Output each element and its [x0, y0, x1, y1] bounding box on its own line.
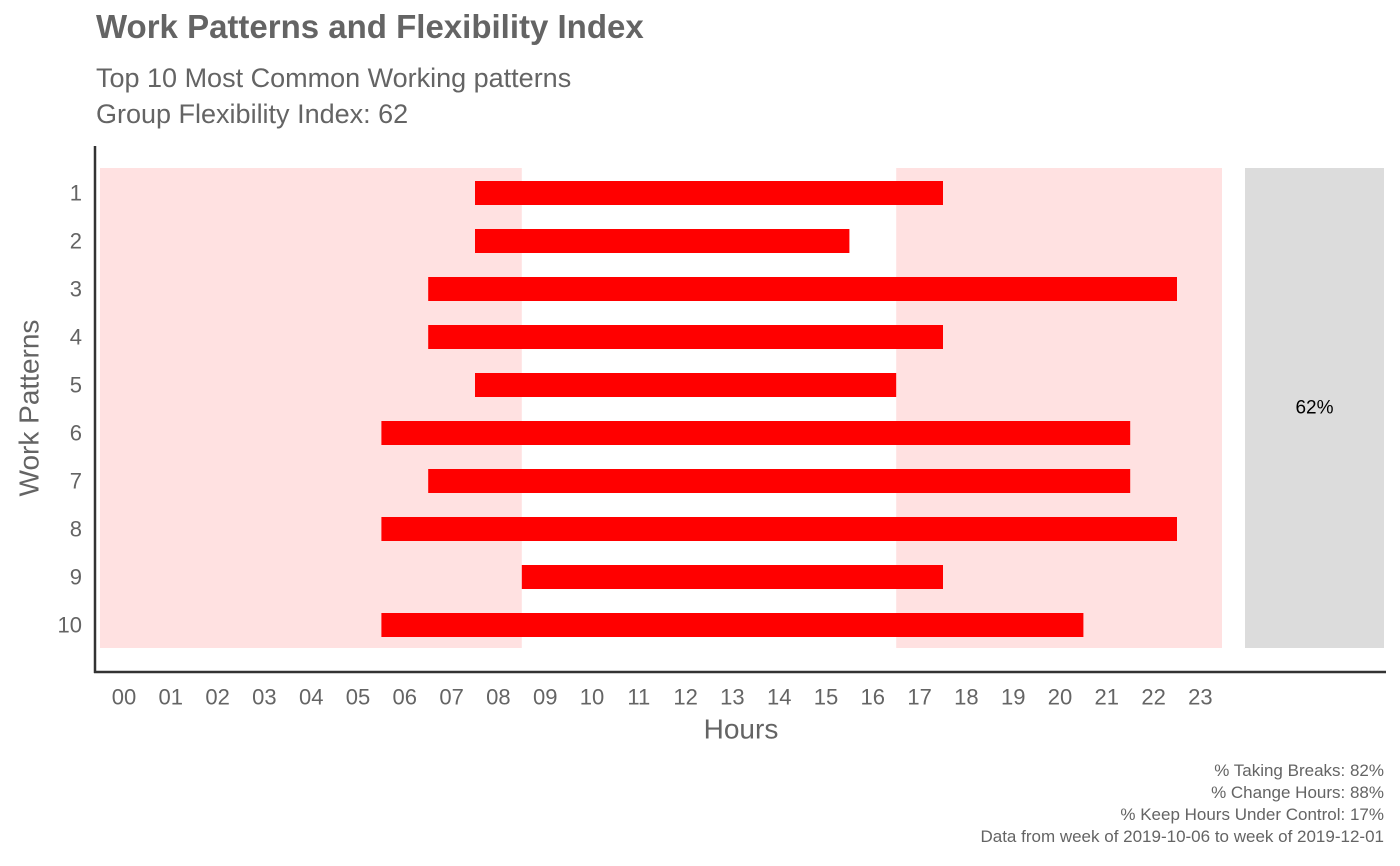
y-tick-label: 9 [70, 565, 82, 590]
shaded-regions [100, 168, 1222, 648]
x-tick-label: 19 [1001, 685, 1025, 710]
caption-line-2: % Change Hours: 88% [1211, 783, 1384, 802]
x-tick-label: 11 [627, 685, 650, 710]
y-tick-labels: 1 2 3 4 5 6 7 8 9 10 [58, 181, 82, 638]
x-tick-label: 03 [252, 685, 276, 710]
shade-late-hours [896, 168, 1222, 648]
x-tick-label: 00 [112, 685, 136, 710]
x-tick-label: 06 [393, 685, 417, 710]
pattern-bar-9 [521, 565, 943, 589]
pattern-bar-10 [381, 613, 1084, 637]
x-tick-label: 15 [814, 685, 838, 710]
x-tick-label: 08 [486, 685, 510, 710]
x-tick-label: 02 [205, 685, 229, 710]
x-tick-label: 05 [346, 685, 370, 710]
pattern-bars [381, 181, 1177, 637]
caption-line-4: Data from week of 2019-10-06 to week of … [980, 827, 1384, 846]
x-tick-label: 20 [1048, 685, 1072, 710]
subtitle-line-1: Top 10 Most Common Working patterns [96, 63, 572, 93]
caption-line-3: % Keep Hours Under Control: 17% [1120, 805, 1384, 824]
caption-line-1: % Taking Breaks: 82% [1214, 761, 1384, 780]
y-tick-label: 2 [70, 229, 82, 254]
y-tick-label: 1 [70, 181, 82, 206]
chart-subtitle: Top 10 Most Common Working patterns Grou… [96, 60, 571, 132]
x-axis-label: Hours [704, 714, 779, 745]
y-axis-label: Work Patterns [14, 320, 45, 497]
pattern-bar-2 [475, 229, 850, 253]
y-tick-label: 5 [70, 373, 82, 398]
pattern-bar-3 [428, 277, 1177, 301]
y-tick-label: 7 [70, 469, 82, 494]
x-tick-label: 23 [1188, 685, 1212, 710]
x-tick-label: 04 [299, 685, 323, 710]
x-tick-label: 13 [720, 685, 744, 710]
y-tick-label: 8 [70, 517, 82, 542]
flexibility-panel [1245, 168, 1384, 648]
x-tick-label: 14 [767, 685, 791, 710]
x-tick-labels: 00 01 02 03 04 05 06 07 08 09 10 11 12 13 14 15 16 17 18 19… [112, 685, 1213, 710]
chart-title: Work Patterns and Flexibility Index [96, 8, 644, 45]
y-tick-label: 4 [70, 325, 82, 350]
x-tick-label: 22 [1141, 685, 1165, 710]
chart-caption: % Taking Breaks: 82% % Change Hours: 88%… [980, 760, 1384, 848]
pattern-bar-4 [428, 325, 943, 349]
shade-early-hours [100, 168, 522, 648]
y-tick-label: 3 [70, 277, 82, 302]
x-tick-label: 16 [861, 685, 885, 710]
x-tick-label: 18 [954, 685, 978, 710]
axes [93, 146, 1386, 674]
x-tick-label: 09 [533, 685, 557, 710]
pattern-bar-7 [428, 469, 1131, 493]
x-tick-label: 07 [439, 685, 463, 710]
y-tick-label: 6 [70, 421, 82, 446]
x-tick-label: 17 [907, 685, 931, 710]
pattern-bar-8 [381, 517, 1177, 541]
x-tick-label: 12 [673, 685, 697, 710]
flexibility-panel-label: 62% [1295, 398, 1333, 419]
subtitle-line-2: Group Flexibility Index: 62 [96, 99, 409, 129]
x-tick-label: 01 [159, 685, 183, 710]
x-tick-label: 21 [1095, 685, 1119, 710]
x-tick-label: 10 [580, 685, 604, 710]
pattern-bar-1 [475, 181, 943, 205]
pattern-bar-6 [381, 421, 1131, 445]
pattern-bar-5 [475, 373, 897, 397]
y-tick-label: 10 [58, 613, 82, 638]
